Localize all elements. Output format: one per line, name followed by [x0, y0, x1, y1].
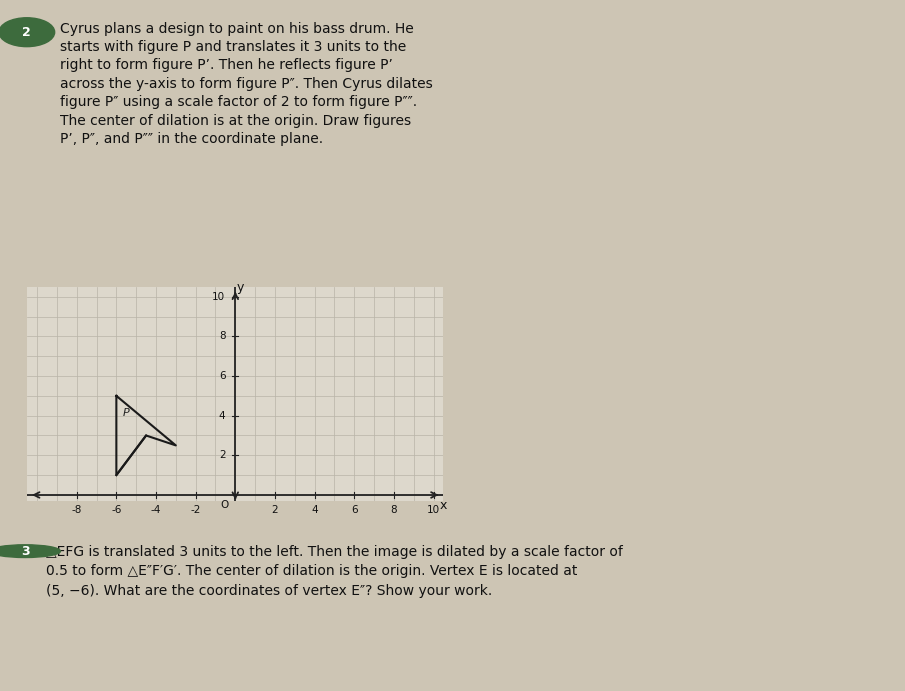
- Text: 8: 8: [391, 505, 397, 515]
- Text: △EFG is translated 3 units to the left. Then the image is dilated by a scale fac: △EFG is translated 3 units to the left. …: [46, 545, 624, 598]
- Text: -2: -2: [190, 505, 201, 515]
- Text: y: y: [236, 281, 244, 294]
- Text: 10: 10: [427, 505, 440, 515]
- Text: 6: 6: [351, 505, 357, 515]
- Text: x: x: [440, 500, 447, 512]
- Text: 8: 8: [219, 332, 225, 341]
- Text: O: O: [220, 500, 229, 510]
- Text: 10: 10: [213, 292, 225, 302]
- Circle shape: [0, 18, 54, 47]
- Text: -4: -4: [151, 505, 161, 515]
- Text: -6: -6: [111, 505, 121, 515]
- Text: P: P: [122, 408, 129, 417]
- Text: 2: 2: [272, 505, 278, 515]
- Text: 2: 2: [23, 26, 31, 39]
- Text: 4: 4: [311, 505, 318, 515]
- Text: 6: 6: [219, 371, 225, 381]
- Text: -8: -8: [71, 505, 81, 515]
- Text: 4: 4: [219, 410, 225, 421]
- Text: 3: 3: [21, 545, 29, 558]
- Text: Cyrus plans a design to paint on his bass drum. He
starts with figure P and tran: Cyrus plans a design to paint on his bas…: [60, 21, 433, 146]
- Circle shape: [0, 545, 61, 558]
- Text: 2: 2: [219, 451, 225, 460]
